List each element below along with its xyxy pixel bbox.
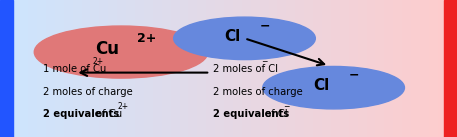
Bar xyxy=(444,0,457,137)
Bar xyxy=(0,0,13,137)
Text: 1 mole of Cu: 1 mole of Cu xyxy=(43,64,106,74)
Text: 2 moles of charge: 2 moles of charge xyxy=(213,87,302,97)
Text: −: − xyxy=(349,69,359,82)
Text: of Cl: of Cl xyxy=(262,109,287,119)
Circle shape xyxy=(174,17,315,60)
Circle shape xyxy=(34,26,208,78)
Text: 2 equivalents: 2 equivalents xyxy=(43,109,120,119)
Text: Cl: Cl xyxy=(224,29,241,44)
Text: 2+: 2+ xyxy=(137,32,156,45)
Circle shape xyxy=(263,66,404,109)
Text: 2 moles of charge: 2 moles of charge xyxy=(43,87,133,97)
Text: of Cu: of Cu xyxy=(93,109,122,119)
Text: −: − xyxy=(283,102,290,111)
Text: 2 equivalents: 2 equivalents xyxy=(213,109,289,119)
Text: 2+: 2+ xyxy=(92,57,103,66)
Text: 2+: 2+ xyxy=(117,102,128,111)
Text: Cl: Cl xyxy=(314,78,330,93)
Text: 2 moles of Cl: 2 moles of Cl xyxy=(213,64,277,74)
Text: Cu: Cu xyxy=(95,40,119,58)
Text: −: − xyxy=(260,20,270,32)
Text: −: − xyxy=(261,57,268,66)
